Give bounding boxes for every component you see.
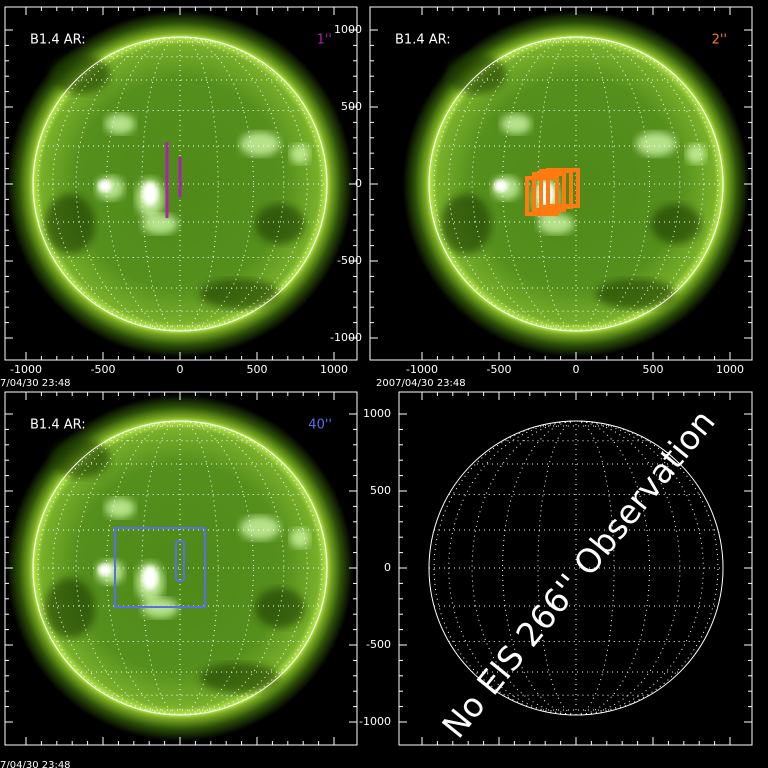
x-tick-label: -500 <box>487 363 512 376</box>
panel-label: B1.4 AR: <box>395 33 451 48</box>
panel <box>428 420 724 716</box>
dark-region <box>200 279 280 309</box>
dark-region <box>596 279 676 309</box>
meridian <box>471 36 577 332</box>
bright-region <box>538 214 574 234</box>
x-tick-label: -1000 <box>406 363 438 376</box>
limb <box>32 36 328 332</box>
panel-label: B1.4 AR: <box>30 33 86 48</box>
x-tick-label: 500 <box>643 363 664 376</box>
x-tick-label: 1000 <box>716 363 744 376</box>
active-core <box>98 564 112 576</box>
meridian <box>448 420 577 716</box>
limb <box>428 420 724 716</box>
meridian <box>52 36 181 332</box>
bright-region <box>105 498 135 518</box>
y-tick-label: 1000 <box>363 407 391 420</box>
y-tick-label: -1000 <box>359 715 391 728</box>
bright-region <box>240 516 280 540</box>
x-tick-label: 1000 <box>320 363 348 376</box>
bright-region <box>240 132 280 156</box>
x-tick-label: -1000 <box>10 363 42 376</box>
limb <box>32 420 328 716</box>
dark-region <box>45 194 95 254</box>
meridian <box>179 420 308 716</box>
slot <box>175 540 185 582</box>
y-tick-label: -500 <box>366 638 391 651</box>
raster-box <box>546 168 580 208</box>
slit-label: 40'' <box>308 418 332 433</box>
dark-region <box>441 194 491 254</box>
y-tick-label: 500 <box>370 484 391 497</box>
meridian <box>179 36 308 332</box>
y-tick-label: 0 <box>384 561 391 574</box>
meridian <box>75 420 181 716</box>
timestamp: 2007/04/30 23:48 <box>376 378 466 389</box>
y-tick-label: -500 <box>337 254 362 267</box>
active-core <box>142 182 158 206</box>
bright-region <box>290 144 310 164</box>
y-tick-label: 1000 <box>334 23 362 36</box>
bright-region <box>636 132 676 156</box>
active-core <box>98 180 112 192</box>
bright-region <box>501 114 531 134</box>
fov-box <box>114 527 206 608</box>
dark-region <box>255 204 305 244</box>
meridian <box>575 420 704 716</box>
x-tick-label: 500 <box>247 363 268 376</box>
dark-region <box>200 663 280 693</box>
y-tick-label: 0 <box>355 177 362 190</box>
meridian <box>75 36 181 332</box>
bright-region <box>105 114 135 134</box>
timestamp: 7/04/30 23:48 <box>0 760 71 768</box>
x-tick-label: -500 <box>91 363 116 376</box>
y-tick-label: 500 <box>341 100 362 113</box>
x-tick-label: 0 <box>177 363 184 376</box>
timestamp: 7/04/30 23:48 <box>0 378 71 389</box>
dark-region <box>651 204 701 244</box>
bright-region <box>142 214 178 234</box>
meridian <box>575 36 704 332</box>
sun-disk <box>6 394 354 742</box>
meridian <box>52 420 181 716</box>
meridian <box>471 420 577 716</box>
active-core <box>142 566 158 590</box>
bright-region <box>686 144 706 164</box>
slit-label: 1'' <box>317 33 332 48</box>
panel-label: B1.4 AR: <box>30 418 86 433</box>
panel <box>6 10 354 358</box>
slit-label: 2'' <box>712 33 727 48</box>
meridian <box>448 36 577 332</box>
panel <box>6 394 354 742</box>
dark-region <box>255 588 305 628</box>
y-tick-label: -1000 <box>330 331 362 344</box>
bright-region <box>290 528 310 548</box>
x-tick-label: 0 <box>573 363 580 376</box>
dark-region <box>45 578 95 638</box>
limb <box>428 36 724 332</box>
active-core <box>494 180 508 192</box>
panel <box>402 10 750 358</box>
